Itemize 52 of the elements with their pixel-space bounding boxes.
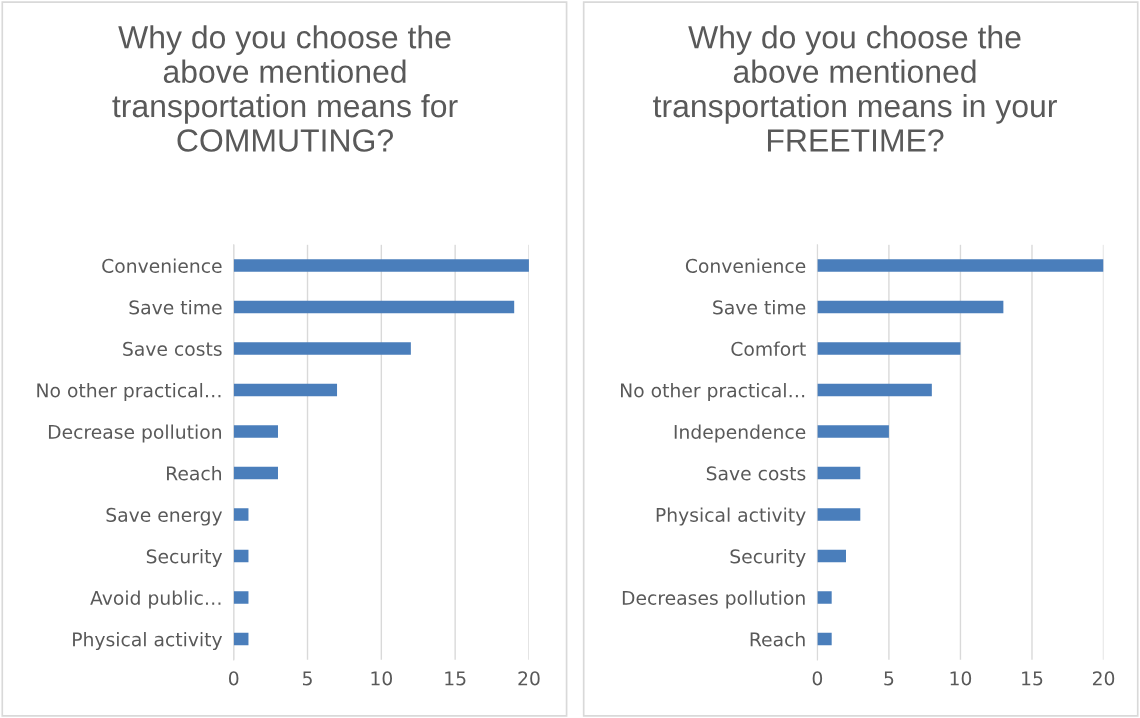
y-tick-label: Decreases pollution [622,590,805,609]
y-tick-label: No other practical… [37,382,221,402]
y-tick-label: Save costs [706,466,806,481]
bar [233,342,411,355]
y-tick-label: Convenience [102,258,222,273]
x-tick-label: 10 [950,671,972,686]
x-tick-label: 5 [303,671,312,686]
bar [233,300,515,314]
y-tick-label: Save time [713,299,806,315]
y-tick-label: Physical activity [656,507,806,526]
bar [233,508,249,521]
y-tick-label: Reach [167,465,221,481]
y-tick-label: Decrease pollution [48,424,221,443]
bar [817,342,961,355]
y-tick-label: Security [146,548,223,568]
bar [817,466,861,480]
bar [233,466,278,480]
y-tick-label: Save costs [123,341,222,356]
y-tick-label: No other practical… [621,382,805,402]
x-tick-label: 15 [1022,671,1043,686]
y-tick-label: Security [730,548,806,568]
x-tick-label: 15 [445,671,466,686]
bar [817,425,889,438]
x-tick-label: 5 [884,671,894,686]
x-tick-label: 0 [228,671,239,686]
bar [817,259,1104,272]
bar [233,383,338,397]
x-tick-label: 20 [518,671,540,686]
bar [233,591,249,604]
bar [817,508,861,521]
y-tick-label: Convenience [685,258,806,273]
bar [233,425,278,438]
y-tick-label: Save energy [106,507,223,526]
y-tick-label: Avoid public… [90,590,221,609]
x-tick-label: 10 [371,671,393,686]
y-tick-label: Comfort [731,341,806,356]
y-tick-label: Physical activity [73,631,223,651]
bar [817,591,832,604]
bar [817,632,832,646]
y-tick-label: Independence [674,424,806,443]
y-tick-label: Reach [750,631,805,647]
x-tick-label: 20 [1092,671,1115,686]
chart-title: Why do you choose the above mentioned transportation means for COMMUTING? [112,25,458,152]
bar [817,300,1004,314]
bar [233,259,529,272]
bar [233,549,249,563]
bar [233,632,249,646]
y-tick-label: Save time [129,299,222,315]
chart-title: Why do you choose the above mentioned transportation means in your FREETIME? [653,25,1057,152]
x-tick-label: 0 [812,671,823,686]
bar [817,549,846,563]
bar [817,383,932,397]
